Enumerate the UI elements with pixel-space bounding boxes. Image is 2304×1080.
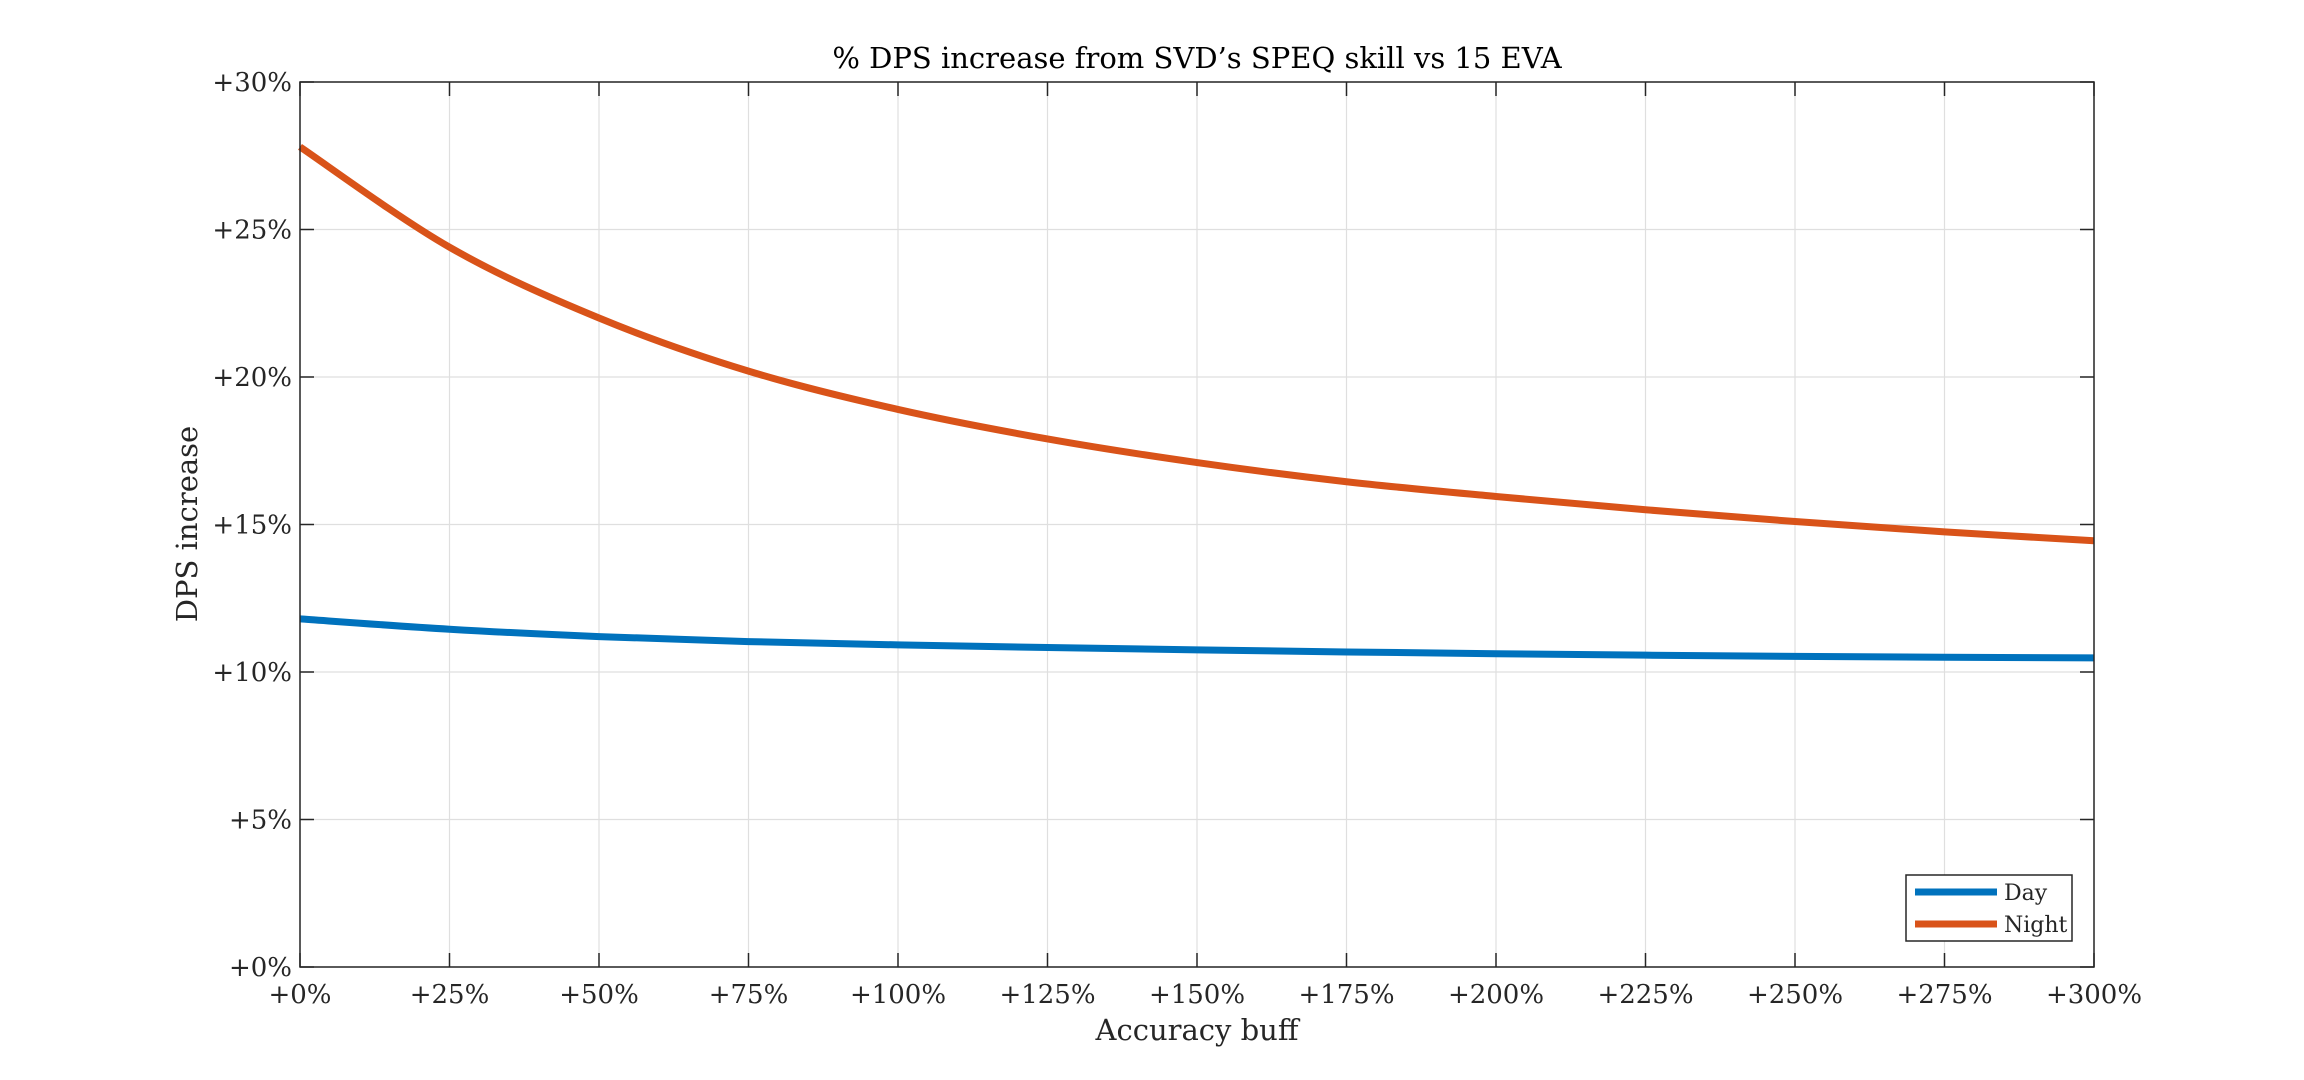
x-tick-label: +0%	[268, 980, 331, 1010]
legend-label-day: Day	[2004, 881, 2048, 906]
chart-title: % DPS increase from SVD’s SPEQ skill vs …	[832, 41, 1562, 75]
x-tick-label: +300%	[2046, 980, 2142, 1010]
y-tick-label: +15%	[212, 511, 292, 541]
x-tick-label: +275%	[1896, 980, 1992, 1010]
x-tick-label: +250%	[1747, 980, 1843, 1010]
x-tick-label: +225%	[1597, 980, 1693, 1010]
legend-label-night: Night	[2004, 913, 2068, 938]
y-axis-label: DPS increase	[170, 426, 204, 622]
x-axis-label: Accuracy buff	[1095, 1013, 1301, 1047]
axis-ticks	[299, 81, 2095, 968]
x-tick-label: +25%	[410, 980, 490, 1010]
x-tick-label: +175%	[1298, 980, 1394, 1010]
y-tick-label: +10%	[212, 658, 292, 688]
x-tick-label: +75%	[709, 980, 789, 1010]
series-lines	[298, 143, 2095, 662]
x-tick-label: +100%	[850, 980, 946, 1010]
x-tick-label: +150%	[1149, 980, 1245, 1010]
legend: Day Night	[1905, 874, 2073, 942]
series-line-day	[299, 615, 2095, 662]
y-tick-label: +25%	[212, 216, 292, 246]
y-tick-label: +20%	[212, 363, 292, 393]
x-tick-label: +125%	[999, 980, 1095, 1010]
y-tick-label: +0%	[229, 953, 292, 983]
series-line-night	[298, 143, 2095, 545]
y-tick-label: +5%	[229, 806, 292, 836]
y-tick-labels: +0% +5% +10% +15% +20% +25% +30%	[212, 68, 292, 983]
legend-box	[1905, 874, 2073, 942]
y-tick-label: +30%	[212, 68, 292, 98]
x-tick-labels: +0% +25% +50% +75% +100% +125% +150% +175% +200%…	[268, 980, 2142, 1010]
x-tick-label: +200%	[1448, 980, 1544, 1010]
x-tick-label: +50%	[559, 980, 639, 1010]
